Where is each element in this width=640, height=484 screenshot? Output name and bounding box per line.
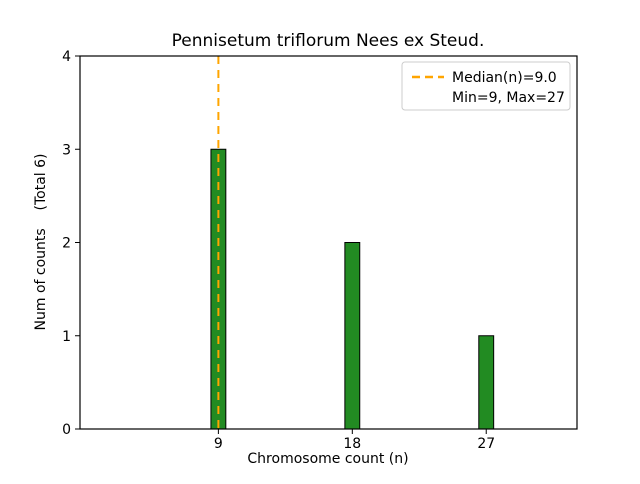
plot-area-border [79,55,578,430]
y-tick-label: 2 [62,236,71,252]
bar [210,148,227,430]
x-tick-label: 18 [343,436,361,452]
bars-layer [210,148,495,430]
y-tick-label: 0 [62,422,71,438]
x-tick-label: 27 [477,436,495,452]
y-tick-label: 3 [62,142,71,158]
x-axis-label: Chromosome count (n) [247,451,408,467]
x-tick-label: 9 [214,436,223,452]
ticks-layer: 9 18 27 0 1 2 3 4 [62,49,495,452]
bar [478,335,495,430]
legend-entry-median: Median(n)=9.0 [452,70,557,86]
legend: Median(n)=9.0 Min=9, Max=27 [401,61,571,111]
chart-title: Pennisetum triflorum Nees ex Steud. [172,31,485,51]
bar [344,242,361,430]
y-tick-label: 1 [62,329,71,345]
legend-box [401,61,571,111]
legend-entry-minmax: Min=9, Max=27 [452,90,565,106]
y-tick-label: 4 [62,49,71,65]
y-axis-label: Num of counts (Total 6) [33,154,49,331]
